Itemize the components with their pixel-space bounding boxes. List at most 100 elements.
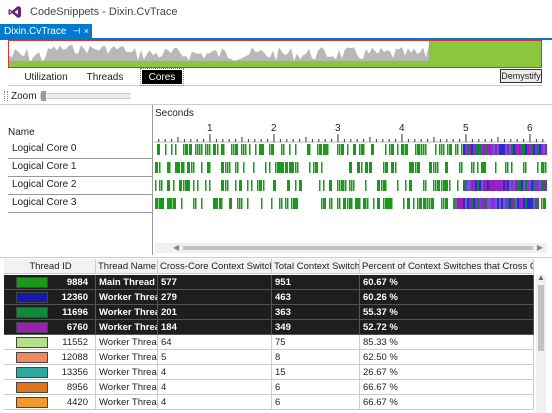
tab-threads[interactable]: Threads bbox=[86, 71, 124, 83]
core-slice bbox=[389, 198, 392, 209]
core-slice bbox=[243, 162, 245, 173]
scroll-right-icon[interactable]: ▶ bbox=[536, 243, 543, 252]
table-row[interactable]: 6760 Worker Threa 184 349 52.72 % bbox=[4, 319, 534, 335]
core-slice bbox=[537, 180, 539, 191]
core-slice bbox=[535, 198, 537, 209]
core-slice bbox=[415, 144, 417, 155]
core-slice bbox=[161, 180, 163, 191]
zoom-slider-thumb[interactable] bbox=[40, 91, 46, 101]
core-slice bbox=[337, 198, 339, 209]
core-slice bbox=[487, 198, 489, 209]
core-label: Logical Core 0 bbox=[12, 143, 77, 154]
table-row[interactable]: 12360 Worker Threa 279 463 60.26 % bbox=[4, 289, 534, 305]
core-slice bbox=[473, 180, 475, 191]
core-slice bbox=[491, 198, 493, 209]
core-slice bbox=[447, 144, 449, 155]
core-slice bbox=[185, 180, 188, 191]
core-slice bbox=[417, 162, 420, 173]
core-slice bbox=[505, 198, 507, 209]
core-slice bbox=[535, 144, 537, 155]
row-divider bbox=[8, 176, 152, 177]
core-slice bbox=[483, 144, 485, 155]
core-slice bbox=[405, 180, 407, 191]
core-slice bbox=[247, 180, 249, 191]
tab-cores[interactable]: Cores bbox=[140, 68, 184, 86]
table-row[interactable]: 12088 Worker Thread 5 8 62.50 % bbox=[4, 349, 534, 365]
core-slice bbox=[263, 180, 265, 191]
table-row[interactable]: 11696 Worker Threa 201 363 55.37 % bbox=[4, 304, 534, 320]
vertical-scroll-thumb[interactable] bbox=[538, 285, 544, 351]
vertical-scrollbar[interactable]: ▲ bbox=[536, 273, 546, 413]
core-slice bbox=[457, 180, 459, 191]
window-title: CodeSnippets - Dixin.CvTrace bbox=[30, 6, 178, 18]
core-slice bbox=[541, 198, 543, 209]
column-header-percent[interactable]: Percent of Context Switches that Cross C… bbox=[360, 259, 534, 274]
table-row[interactable]: 8956 Worker Thread 4 6 66.67 % bbox=[4, 379, 534, 395]
core-slice bbox=[239, 180, 242, 191]
core-slice bbox=[213, 198, 216, 209]
core-slice bbox=[295, 144, 297, 155]
core-slice bbox=[419, 144, 421, 155]
core-slice bbox=[495, 144, 497, 155]
core-slice bbox=[423, 144, 425, 155]
core-slice bbox=[473, 162, 475, 173]
core-slice bbox=[443, 144, 445, 155]
core-slice bbox=[197, 144, 199, 155]
table-row[interactable]: 4420 Worker Thread 4 6 66.67 % bbox=[4, 394, 534, 410]
ruler-tick-label: 2 bbox=[271, 123, 277, 134]
tab-utilization[interactable]: Utilization bbox=[24, 71, 68, 83]
core-slice bbox=[351, 198, 353, 209]
core-row[interactable]: Logical Core 3 bbox=[8, 195, 552, 213]
core-row[interactable]: Logical Core 1 bbox=[8, 159, 552, 177]
core-slice bbox=[195, 144, 197, 155]
core-slice bbox=[289, 162, 292, 173]
core-slice bbox=[385, 144, 387, 155]
core-row[interactable]: Logical Core 2 bbox=[8, 177, 552, 195]
panel-splitter[interactable] bbox=[152, 105, 153, 255]
tab-underline bbox=[0, 38, 552, 40]
core-slice bbox=[485, 180, 487, 191]
core-row[interactable]: Logical Core 0 bbox=[8, 141, 552, 159]
table-row[interactable]: 11552 Worker Thread 64 75 85.33 % bbox=[4, 334, 534, 350]
percent-cross-core-cell: 66.67 % bbox=[360, 379, 534, 395]
column-header-total[interactable]: Total Context Switches bbox=[274, 259, 360, 274]
core-slice bbox=[167, 162, 170, 173]
core-slice bbox=[533, 180, 535, 191]
document-tab-strip: Dixin.CvTrace ⊣ × bbox=[0, 24, 552, 38]
core-slice bbox=[413, 198, 415, 209]
pin-icon[interactable]: ⊣ bbox=[72, 25, 81, 36]
demystify-button[interactable]: Demystify bbox=[500, 69, 542, 83]
core-slice bbox=[471, 198, 473, 209]
core-slice bbox=[253, 162, 255, 173]
horizontal-scrollbar[interactable]: ◀ ▶ bbox=[155, 243, 547, 253]
core-slice bbox=[429, 198, 431, 209]
thread-id-value: 8956 bbox=[66, 381, 88, 393]
column-header-thread-id[interactable]: Thread ID bbox=[4, 259, 96, 274]
thread-id-cell: 12088 bbox=[4, 349, 96, 365]
core-slice bbox=[405, 144, 408, 155]
core-slice bbox=[497, 180, 499, 191]
column-header-cross-core[interactable]: Cross-Core Context Switches bbox=[158, 259, 272, 274]
close-icon[interactable]: × bbox=[83, 26, 89, 36]
core-execution-tracks[interactable] bbox=[155, 141, 547, 213]
column-header-thread-name[interactable]: Thread Name bbox=[98, 259, 158, 274]
core-slice bbox=[187, 162, 190, 173]
thread-color-swatch bbox=[16, 351, 48, 363]
cpu-overview-graph[interactable] bbox=[8, 40, 542, 68]
table-row[interactable]: 9884 Main Thread 577 951 60.67 % bbox=[4, 274, 534, 290]
core-slice bbox=[427, 198, 429, 209]
core-slice bbox=[243, 144, 245, 155]
zoom-slider[interactable] bbox=[39, 91, 130, 101]
core-slice bbox=[483, 162, 486, 173]
table-row[interactable]: 13356 Worker Thread 4 15 26.67 % bbox=[4, 364, 534, 380]
scroll-left-icon[interactable]: ◀ bbox=[173, 243, 180, 252]
toolbar-grip-icon[interactable] bbox=[4, 91, 8, 101]
document-tab[interactable]: Dixin.CvTrace ⊣ × bbox=[0, 24, 92, 38]
core-slice bbox=[493, 180, 495, 191]
scroll-up-icon[interactable]: ▲ bbox=[537, 273, 545, 282]
core-slice bbox=[469, 144, 471, 155]
horizontal-scroll-thumb[interactable] bbox=[183, 246, 533, 250]
thread-id-value: 13356 bbox=[61, 366, 88, 378]
core-slice bbox=[319, 180, 321, 191]
core-slice bbox=[533, 144, 535, 155]
